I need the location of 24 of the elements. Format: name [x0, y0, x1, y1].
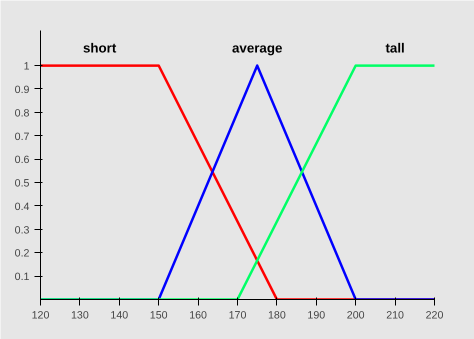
series-label: average: [232, 40, 282, 56]
y-tick-label: 0.6: [14, 154, 30, 166]
y-tick-label: 1: [24, 60, 30, 73]
x-tick-label: 130: [71, 310, 89, 322]
y-tick-label: 0.7: [14, 130, 30, 143]
y-tick-label: 0.9: [14, 84, 30, 96]
y-tick-label: 0.3: [14, 224, 30, 236]
x-tick-label: 190: [307, 310, 326, 322]
x-tick-label: 150: [150, 310, 168, 322]
x-tick-label: 200: [346, 310, 365, 322]
x-tick-label: 180: [268, 310, 286, 322]
y-tick-label: 0.5: [14, 178, 30, 190]
x-tick-label: 160: [189, 310, 208, 322]
x-tick-label: 210: [386, 310, 404, 322]
y-tick-label: 0.4: [14, 200, 30, 213]
y-tick-label: 0.1: [14, 271, 30, 284]
x-tick-label: 170: [228, 310, 246, 322]
series-label: tall: [385, 40, 405, 56]
y-tick-label: 0.8: [14, 107, 30, 120]
x-tick-label: 220: [426, 310, 444, 322]
x-tick-label: 120: [32, 310, 50, 322]
x-tick-label: 140: [110, 310, 128, 322]
y-tick-label: 0.2: [14, 248, 30, 260]
series-label: short: [82, 40, 117, 56]
